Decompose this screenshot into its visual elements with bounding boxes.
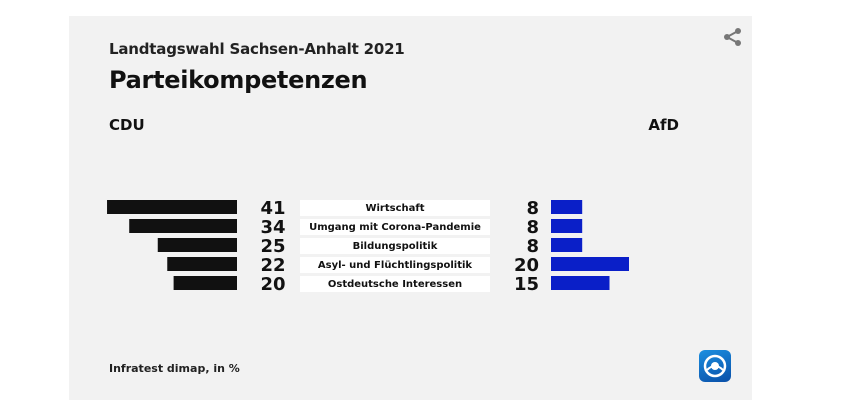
value-label-afd: 8 (526, 198, 539, 219)
bar-afd (551, 276, 610, 290)
chart-card: Landtagswahl Sachsen-Anhalt 2021 Parteik… (69, 16, 752, 400)
bar-afd (551, 257, 629, 271)
bar-afd (551, 219, 583, 233)
value-label-afd: 8 (526, 217, 539, 238)
bar-cdu (173, 276, 237, 290)
bar-cdu (107, 200, 237, 214)
chart-subtitle: Landtagswahl Sachsen-Anhalt 2021 (109, 40, 405, 58)
bar-cdu (167, 257, 237, 271)
value-label-cdu: 22 (260, 255, 285, 276)
category-label-bg (300, 200, 490, 216)
category-label: Umgang mit Corona-Pandemie (309, 222, 481, 233)
party-label-afd: AfD (648, 116, 679, 134)
bar-afd (551, 200, 583, 214)
category-label: Ostdeutsche Interessen (328, 279, 462, 290)
bar-afd (551, 238, 583, 252)
category-label-bg (300, 238, 490, 254)
value-label-cdu: 41 (260, 198, 285, 219)
value-label-cdu: 34 (260, 217, 285, 238)
chart-title: Parteikompetenzen (109, 66, 368, 94)
category-label: Wirtschaft (365, 203, 424, 214)
category-label: Bildungspolitik (353, 241, 438, 252)
category-label: Asyl- und Flüchtlingspolitik (318, 260, 473, 271)
bar-cdu (157, 238, 237, 252)
category-label-bg (300, 219, 490, 235)
value-label-afd: 20 (514, 255, 539, 276)
source-note: Infratest dimap, in % (109, 362, 240, 375)
bar-cdu (129, 219, 237, 233)
value-label-afd: 8 (526, 236, 539, 257)
category-label-bg (300, 276, 490, 292)
share-icon[interactable] (722, 26, 744, 48)
value-label-cdu: 25 (260, 236, 285, 257)
party-label-cdu: CDU (109, 116, 145, 134)
tagesschau-logo-icon (699, 350, 731, 382)
value-label-afd: 15 (514, 274, 539, 295)
value-label-cdu: 20 (260, 274, 285, 295)
category-label-bg (300, 257, 490, 273)
bar-chart: 41 Wirtschaft 8 34 Umgang mit Corona-Pandemi… (107, 198, 629, 295)
